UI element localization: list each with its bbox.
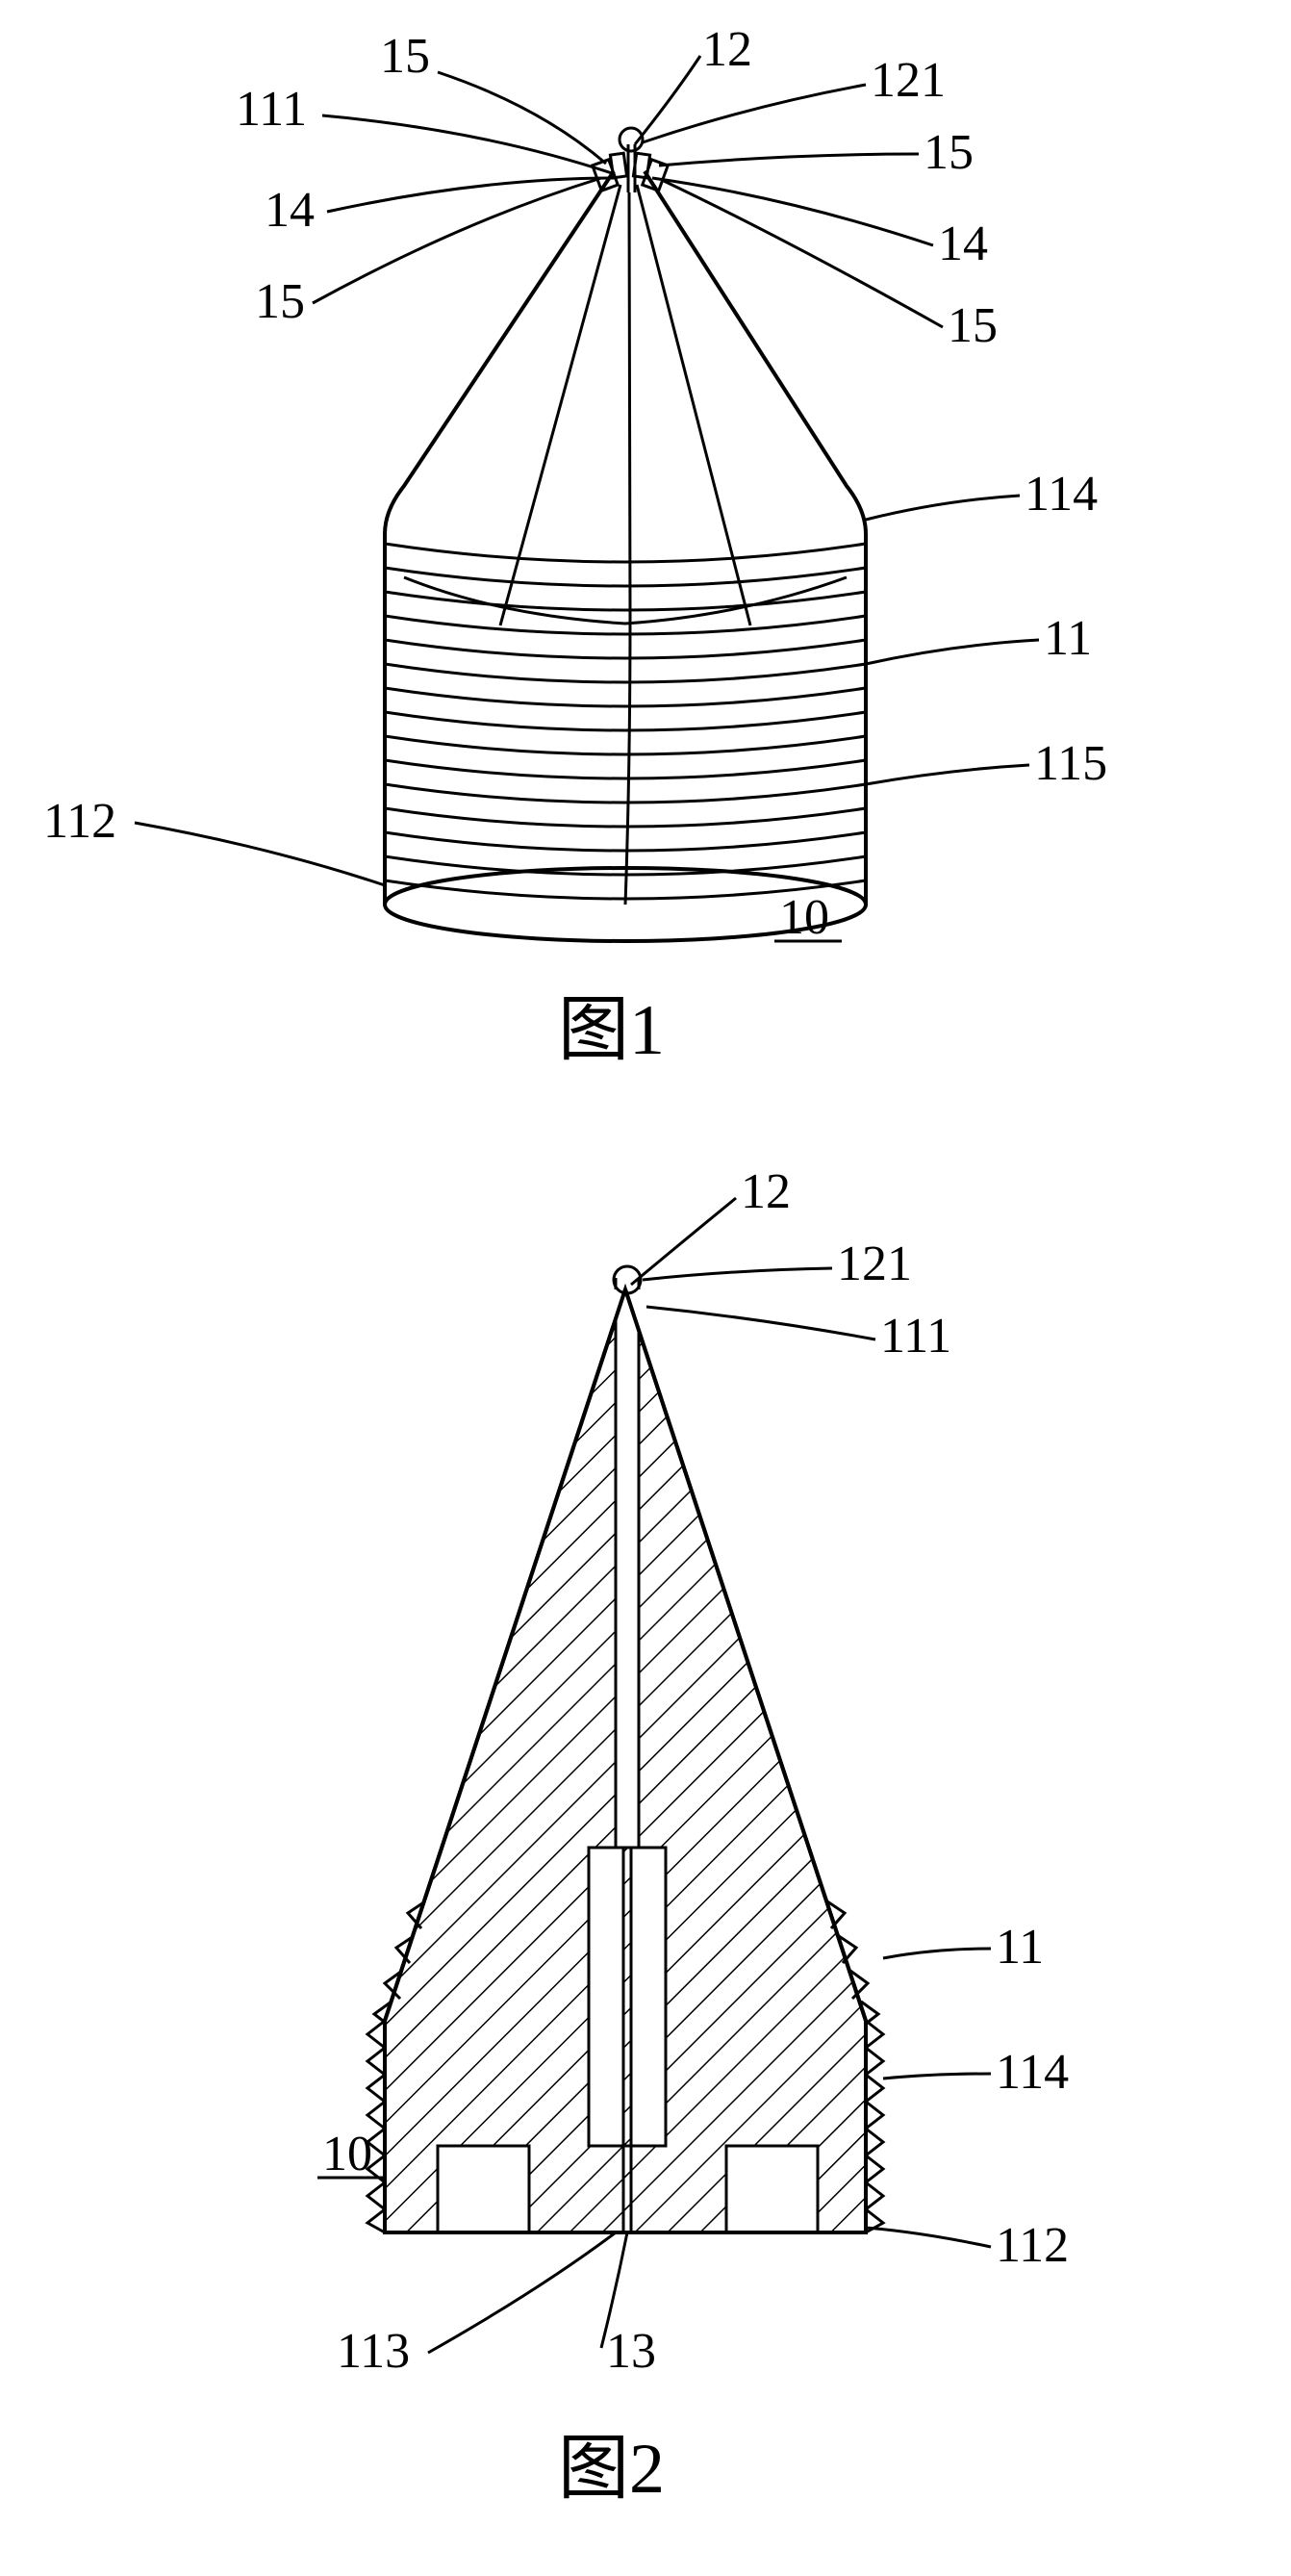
fig1-label-15b: 15 [255,274,305,329]
figure-2: 12 121 111 11 114 112 113 13 10 图2 [317,1164,1069,2509]
fig1-ref-10: 10 [779,890,829,945]
figure-1: 15 111 14 15 12 121 15 14 15 114 11 115 … [43,22,1107,1070]
fig1-label-12: 12 [702,22,752,77]
fig1-label-15d: 15 [948,298,998,353]
fig1-label-15c: 15 [924,125,974,180]
fig2-label-114: 114 [996,2045,1069,2100]
fig2-label-11: 11 [996,1920,1044,1975]
fig2-label-12: 12 [741,1164,791,1219]
fig2-label-111: 111 [880,1309,951,1364]
fig1-label-112: 112 [43,794,116,849]
figures-svg: 15 111 14 15 12 121 15 14 15 114 11 115 … [0,0,1291,2576]
fig1-label-111: 111 [236,82,307,137]
fig1-label-121: 121 [871,53,946,108]
fig1-label-114: 114 [1025,467,1098,522]
fig2-label-112: 112 [996,2218,1069,2273]
fig2-label-113: 113 [337,2324,410,2379]
fig1-label-14a: 14 [265,183,315,238]
fig2-threads-right [866,2021,883,2232]
fig1-label-11: 11 [1044,611,1092,666]
fig1-label-15a: 15 [380,29,430,84]
fig1-caption: 图1 [558,991,665,1070]
fig1-label-115: 115 [1034,736,1107,791]
fig1-label-14b: 14 [938,217,988,271]
fig2-caption: 图2 [558,2430,665,2509]
fig2-label-121: 121 [837,1237,912,1291]
page: 15 111 14 15 12 121 15 14 15 114 11 115 … [0,0,1291,2576]
fig2-ref-10: 10 [322,2127,372,2181]
fig2-label-13: 13 [606,2324,656,2379]
